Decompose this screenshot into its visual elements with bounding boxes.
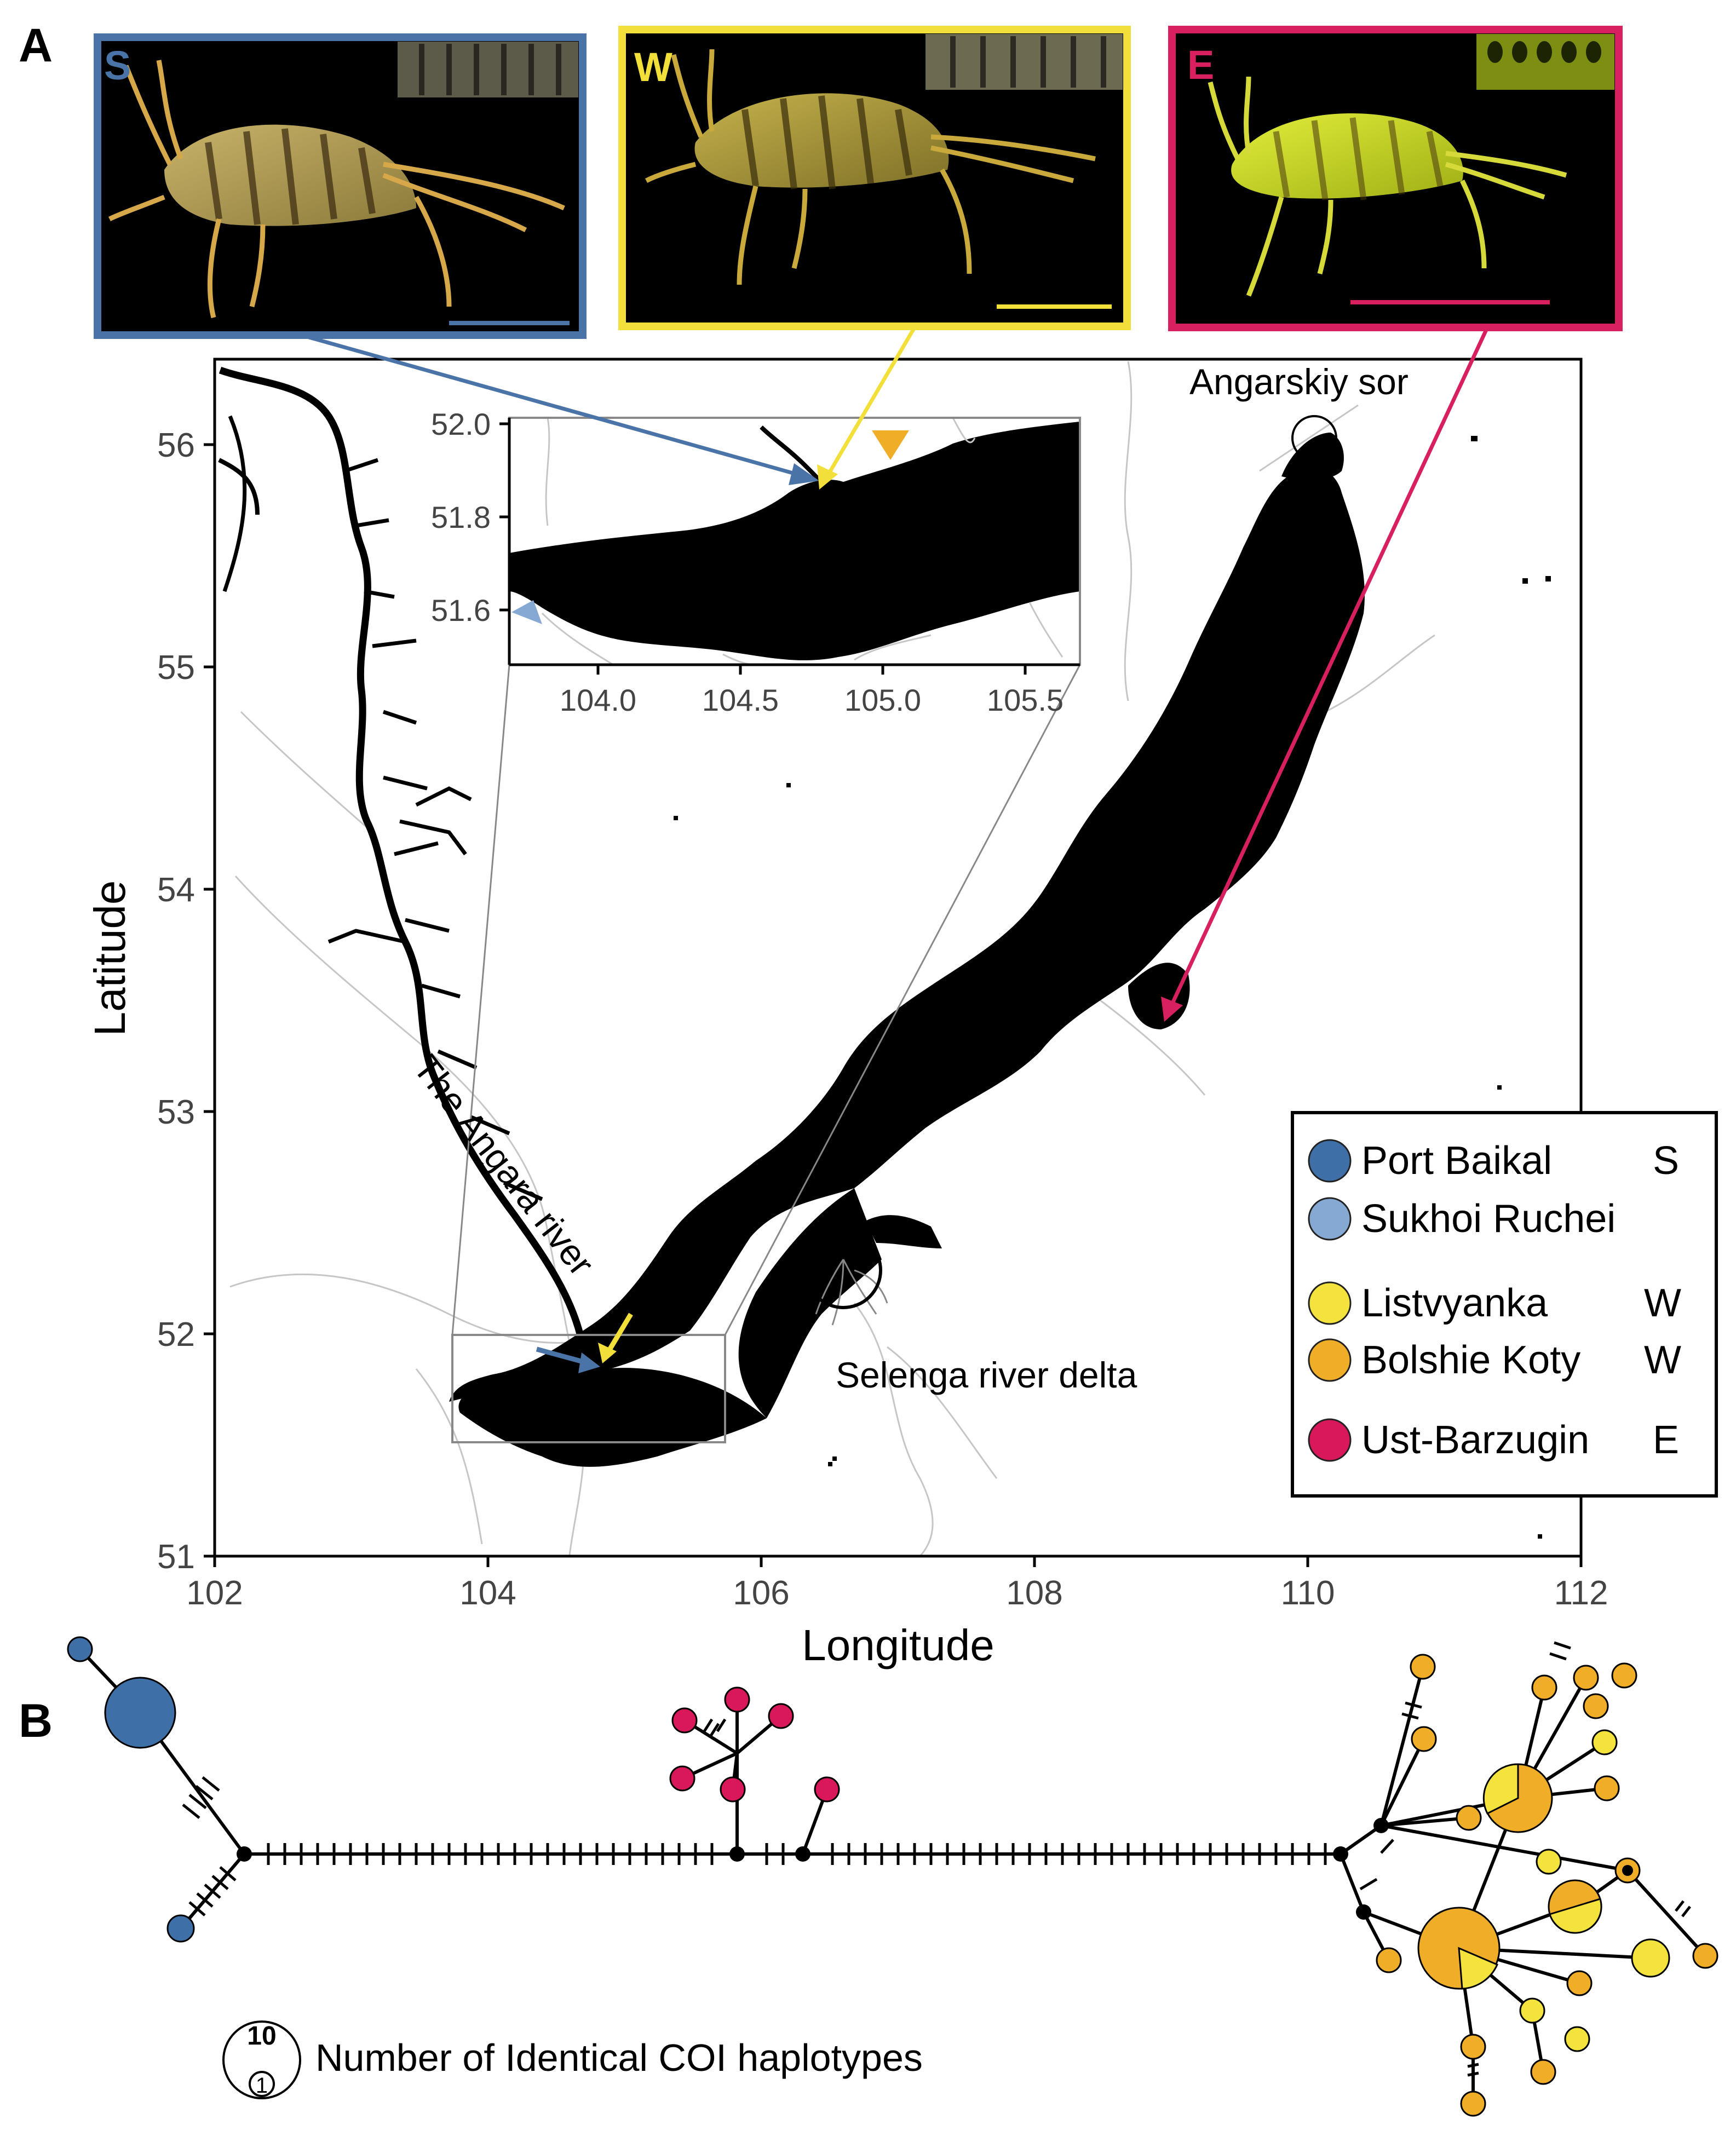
legend-code-port-baikal: S (1653, 1139, 1679, 1183)
legend-code-listvyanka: W (1644, 1281, 1681, 1325)
angarskiy-sor-label: Angarskiy sor (1189, 361, 1409, 402)
map-x-ticks (213, 1556, 1583, 1567)
size-key-small-count: 1 (256, 2074, 268, 2098)
legend: Port Baikal S Sukhoi Ruchei Listvyanka W… (1291, 1111, 1718, 1498)
x-tick-112: 112 (1554, 1574, 1608, 1612)
inset-x-tick-105: 105.0 (844, 683, 921, 717)
photo-w: W (618, 26, 1131, 330)
photo-s: S (94, 33, 587, 339)
inset-x-tick-1055: 105.5 (987, 683, 1064, 717)
legend-code-ust-barzugin: E (1653, 1418, 1679, 1462)
legend-label-port-baikal: Port Baikal (1361, 1139, 1552, 1183)
map-arrow-w (606, 1312, 633, 1354)
x-tick-106: 106 (733, 1574, 789, 1612)
legend-label-listvyanka: Listvyanka (1361, 1281, 1548, 1325)
legend-swatch-port-baikal (1308, 1139, 1352, 1183)
x-tick-102: 102 (186, 1574, 243, 1612)
x-tick-108: 108 (1006, 1574, 1062, 1612)
legend-swatch-sukhoi-ruchei (1308, 1197, 1352, 1241)
legend-swatch-bolshie-koty (1308, 1338, 1352, 1382)
network-size-key: 10 1 Number of Identical COI haplotypes (222, 2020, 923, 2099)
y-tick-51: 51 (157, 1538, 195, 1576)
legend-swatch-listvyanka (1308, 1281, 1352, 1325)
y-axis-label: Latitude (85, 880, 134, 1037)
selenga-delta-label: Selenga river delta (836, 1355, 1137, 1395)
inset-y-tick-520: 52.0 (431, 407, 491, 441)
photo-e-letter: E (1187, 42, 1214, 88)
photo-w-letter: W (634, 44, 672, 90)
y-tick-55: 55 (157, 649, 195, 687)
y-tick-56: 56 (157, 427, 195, 464)
photo-e: E (1168, 26, 1623, 331)
map-y-ticks (204, 443, 215, 1558)
inset-x-tick-104: 104.0 (560, 683, 636, 717)
legend-label-ust-barzugin: Ust-Barzugin (1361, 1418, 1589, 1462)
y-tick-54: 54 (157, 871, 195, 909)
legend-label-sukhoi-ruchei: Sukhoi Ruchei (1361, 1197, 1616, 1241)
panel-a-label: A (19, 19, 53, 72)
bolshie-koty-marker (872, 430, 909, 460)
photo-s-letter: S (104, 43, 131, 88)
photo-arrows (301, 326, 1490, 1022)
y-tick-53: 53 (157, 1093, 195, 1131)
x-axis-label: Longitude (802, 1621, 994, 1669)
inset-x-tick-1045: 104.5 (702, 683, 779, 717)
y-tick-52: 52 (157, 1316, 195, 1354)
legend-code-bolshie-koty: W (1644, 1338, 1681, 1382)
haplotype-network (67, 1636, 1718, 2117)
panel-b-label: B (19, 1695, 53, 1747)
inset-map: 104.0 104.5 105.0 105.5 52.0 51.8 51.6 (431, 407, 1081, 717)
legend-label-bolshie-koty: Bolshie Koty (1361, 1338, 1580, 1382)
legend-swatch-ust-barzugin (1308, 1418, 1352, 1462)
sukhoi-ruchei-marker (511, 600, 542, 624)
x-tick-104: 104 (459, 1574, 516, 1612)
x-tick-110: 110 (1281, 1574, 1335, 1612)
inset-y-tick-516: 51.6 (431, 593, 491, 627)
inset-y-tick-518: 51.8 (431, 500, 491, 534)
size-key-large-count: 10 (247, 2022, 276, 2051)
size-key-label: Number of Identical COI haplotypes (315, 2036, 923, 2079)
